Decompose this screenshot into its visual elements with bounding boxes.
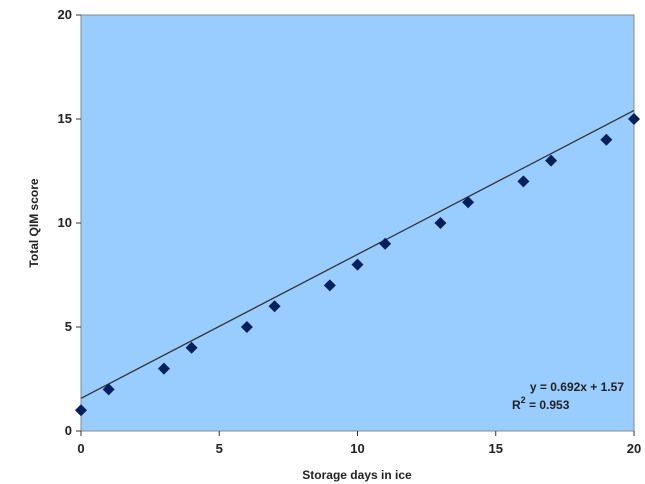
plot-area (80, 14, 635, 432)
data-point (351, 258, 364, 271)
data-point (185, 341, 198, 354)
y-tick-label: 20 (58, 7, 72, 22)
data-point (545, 154, 558, 167)
data-point (379, 237, 392, 250)
x-tick-label: 5 (216, 441, 223, 456)
x-tick-label: 0 (77, 441, 84, 456)
data-points (75, 113, 640, 417)
data-point (517, 175, 530, 188)
data-point (240, 321, 253, 333)
data-point (102, 383, 115, 396)
data-point (268, 300, 281, 313)
y-axis-title: Total QIM score (27, 178, 41, 267)
data-point (157, 362, 170, 375)
r-squared-label: R2 = 0.953 (512, 395, 570, 412)
data-point (462, 196, 475, 209)
data-point (628, 113, 640, 125)
x-axis-title: Storage days in ice (302, 468, 412, 482)
trendline-equation: y = 0.692x + 1.57 (530, 380, 624, 394)
data-point (434, 217, 447, 229)
x-tick-label: 10 (350, 441, 364, 456)
y-tick-label: 5 (65, 319, 72, 334)
data-point (75, 404, 87, 417)
trendline (80, 109, 635, 399)
y-axis: 0 5 10 15 20 (58, 7, 81, 438)
y-tick-label: 15 (58, 111, 72, 126)
x-axis: 0 5 10 15 20 (77, 431, 641, 456)
x-tick-label: 20 (627, 441, 641, 456)
y-tick-label: 0 (65, 423, 72, 438)
x-tick-label: 15 (489, 441, 503, 456)
data-point (323, 279, 336, 292)
data-point (600, 133, 613, 146)
y-tick-label: 10 (58, 215, 72, 230)
